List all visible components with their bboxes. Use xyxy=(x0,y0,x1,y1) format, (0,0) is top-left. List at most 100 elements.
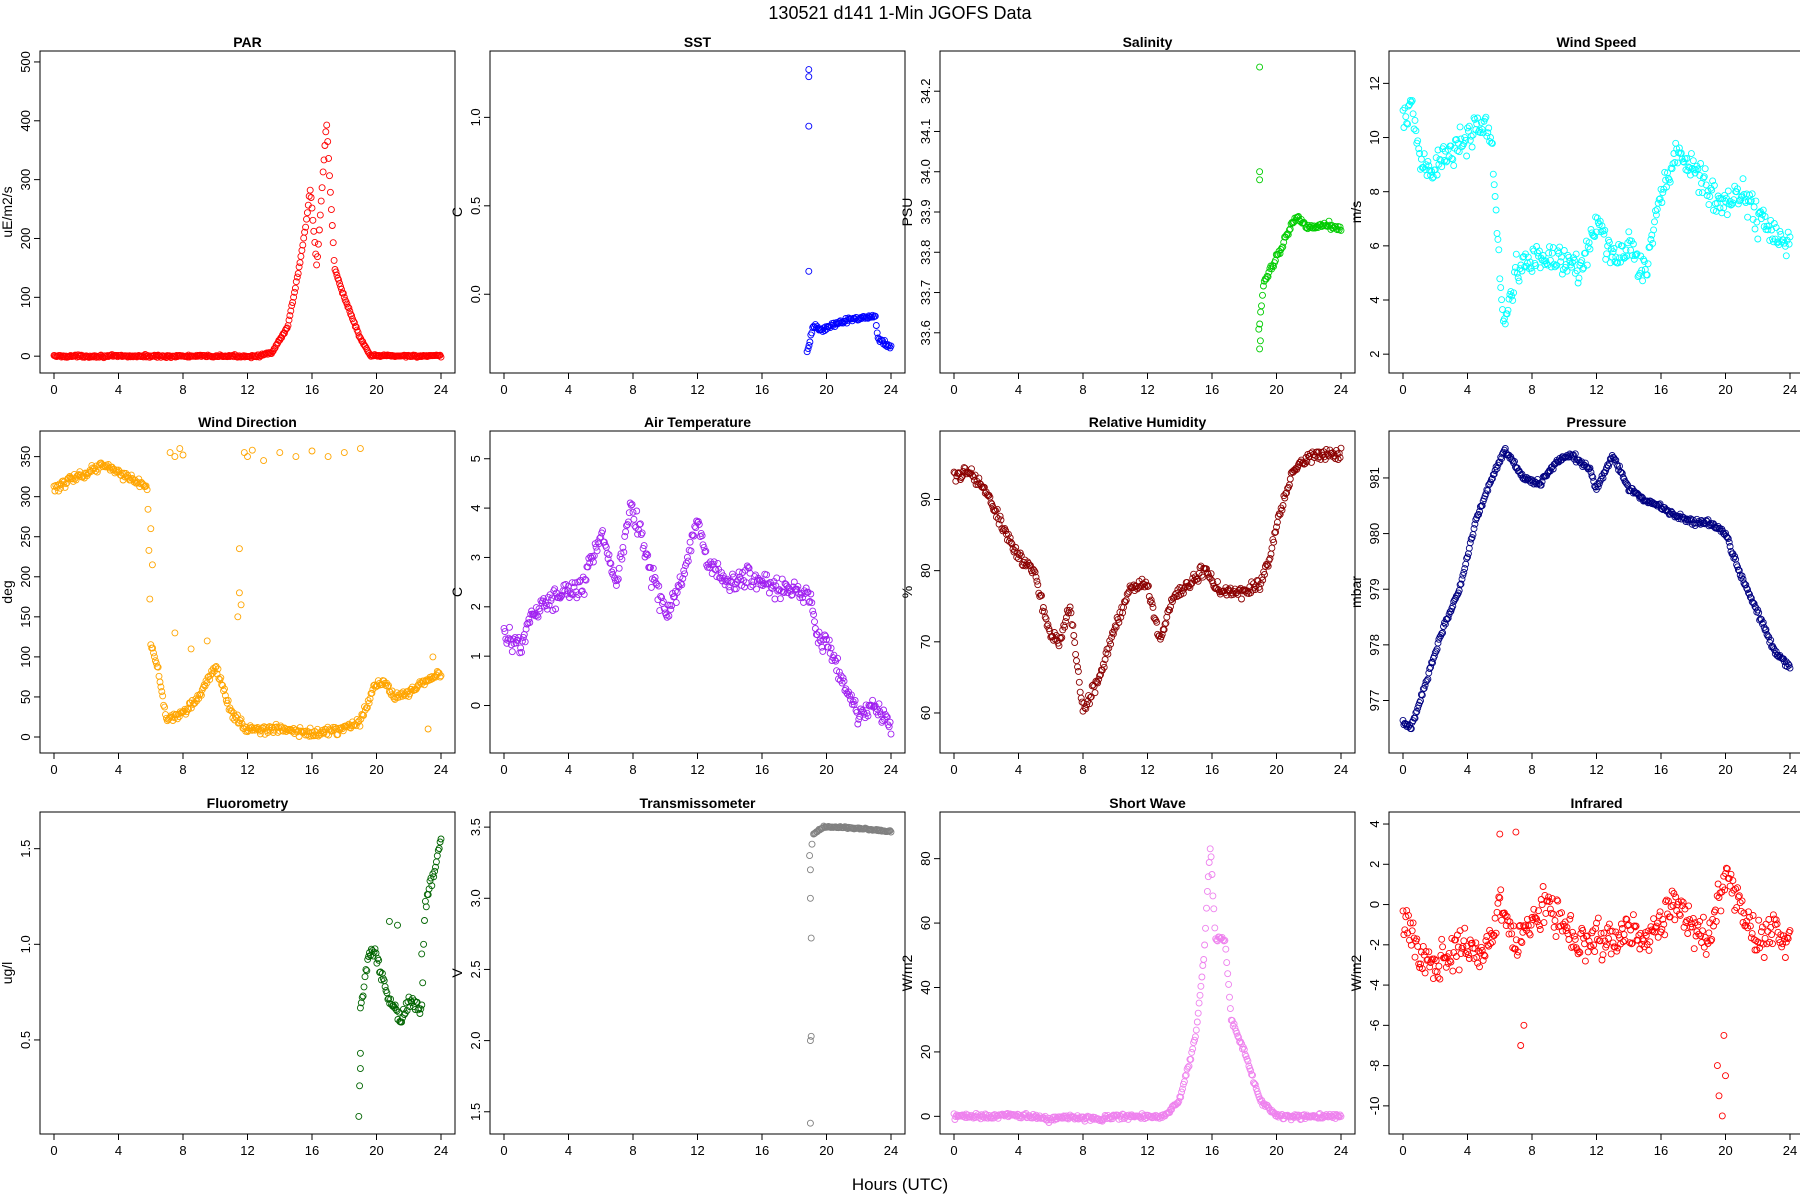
data-point xyxy=(1106,637,1114,645)
data-point xyxy=(1773,239,1781,247)
data-point xyxy=(1732,555,1740,563)
plot-frame xyxy=(939,811,1356,1135)
data-point xyxy=(1652,924,1659,932)
data-point xyxy=(1768,931,1776,939)
data-point xyxy=(636,520,644,528)
data-point xyxy=(1586,464,1594,472)
data-point xyxy=(1483,486,1491,494)
series-fluorometry xyxy=(355,835,445,1120)
data-point xyxy=(152,659,160,667)
data-point xyxy=(605,551,613,559)
data-point xyxy=(568,579,576,587)
data-point xyxy=(1198,973,1206,981)
data-point xyxy=(1429,174,1436,182)
data-point xyxy=(306,724,314,732)
data-point xyxy=(1226,993,1233,1001)
data-point xyxy=(1549,465,1557,473)
data-point xyxy=(1496,830,1504,838)
data-point xyxy=(60,478,68,486)
x-tick-label: 24 xyxy=(1783,382,1797,397)
data-point xyxy=(1438,935,1446,943)
data-point xyxy=(1659,189,1667,197)
series-relative-humidity xyxy=(950,444,1345,715)
data-point xyxy=(315,226,323,234)
data-point xyxy=(996,512,1004,520)
data-point xyxy=(1658,199,1666,206)
data-point xyxy=(1256,63,1264,71)
data-point xyxy=(234,613,242,621)
data-point xyxy=(329,239,337,247)
data-point xyxy=(339,289,347,297)
data-point xyxy=(1607,455,1615,463)
data-point xyxy=(171,629,179,637)
data-point xyxy=(437,353,445,361)
data-point xyxy=(1729,877,1737,885)
data-point xyxy=(378,969,386,977)
data-point xyxy=(1619,938,1627,946)
data-point xyxy=(1752,197,1760,205)
data-point xyxy=(385,917,393,925)
data-point xyxy=(1420,684,1428,692)
data-point xyxy=(1778,943,1786,951)
y-tick-label: -10 xyxy=(1367,1096,1382,1115)
data-point xyxy=(1062,618,1069,626)
panel-sst: SST 0 4 8 12 16 20 24 0.0 0.5 1.0 C xyxy=(449,34,906,397)
x-tick-label: 12 xyxy=(1589,1143,1603,1158)
data-point xyxy=(1200,956,1208,963)
data-point xyxy=(1518,939,1526,946)
data-point xyxy=(659,598,667,606)
data-point xyxy=(343,300,351,308)
data-point xyxy=(1722,532,1730,540)
data-point xyxy=(805,66,813,74)
data-point xyxy=(358,710,366,718)
data-point xyxy=(536,607,544,615)
x-tick-label: 4 xyxy=(1015,762,1022,777)
data-point xyxy=(1204,873,1212,881)
x-tick-label: 16 xyxy=(1654,762,1668,777)
data-point xyxy=(1656,500,1664,508)
data-point xyxy=(1330,1110,1338,1118)
data-point xyxy=(1734,200,1742,208)
data-point xyxy=(1629,240,1637,248)
data-point xyxy=(1495,246,1503,254)
data-point xyxy=(166,449,174,457)
data-point xyxy=(548,594,556,602)
x-tick-label: 4 xyxy=(565,382,572,397)
data-point xyxy=(987,499,995,507)
data-point xyxy=(1520,1021,1528,1029)
data-point xyxy=(1214,578,1221,586)
data-point xyxy=(1278,506,1286,514)
data-point xyxy=(1444,614,1452,622)
data-point xyxy=(1575,948,1583,956)
data-point xyxy=(432,863,439,871)
data-point xyxy=(1759,206,1767,214)
x-tick-label: 12 xyxy=(240,762,254,777)
data-point xyxy=(788,591,796,599)
y-tick-label: 978 xyxy=(1367,634,1382,656)
data-point xyxy=(802,584,810,592)
data-point xyxy=(424,725,432,733)
data-point xyxy=(687,547,695,555)
y-tick-label: 6 xyxy=(1367,242,1382,249)
data-point xyxy=(1669,901,1677,909)
data-point xyxy=(794,582,802,590)
data-point xyxy=(542,602,550,610)
data-point xyxy=(142,482,150,490)
data-point xyxy=(278,723,286,731)
data-point xyxy=(806,598,814,605)
data-point xyxy=(1753,218,1761,226)
data-point xyxy=(1699,927,1706,935)
data-point xyxy=(805,73,813,81)
data-point xyxy=(1736,899,1744,907)
data-point xyxy=(1508,930,1516,938)
data-point xyxy=(365,699,373,707)
x-tick-label: 12 xyxy=(1140,762,1154,777)
data-point xyxy=(333,271,341,279)
data-point xyxy=(1490,470,1498,478)
data-point xyxy=(1706,193,1714,201)
data-point xyxy=(1508,292,1516,300)
data-point xyxy=(1782,252,1790,260)
data-point xyxy=(1750,936,1758,944)
data-point xyxy=(1426,665,1434,673)
